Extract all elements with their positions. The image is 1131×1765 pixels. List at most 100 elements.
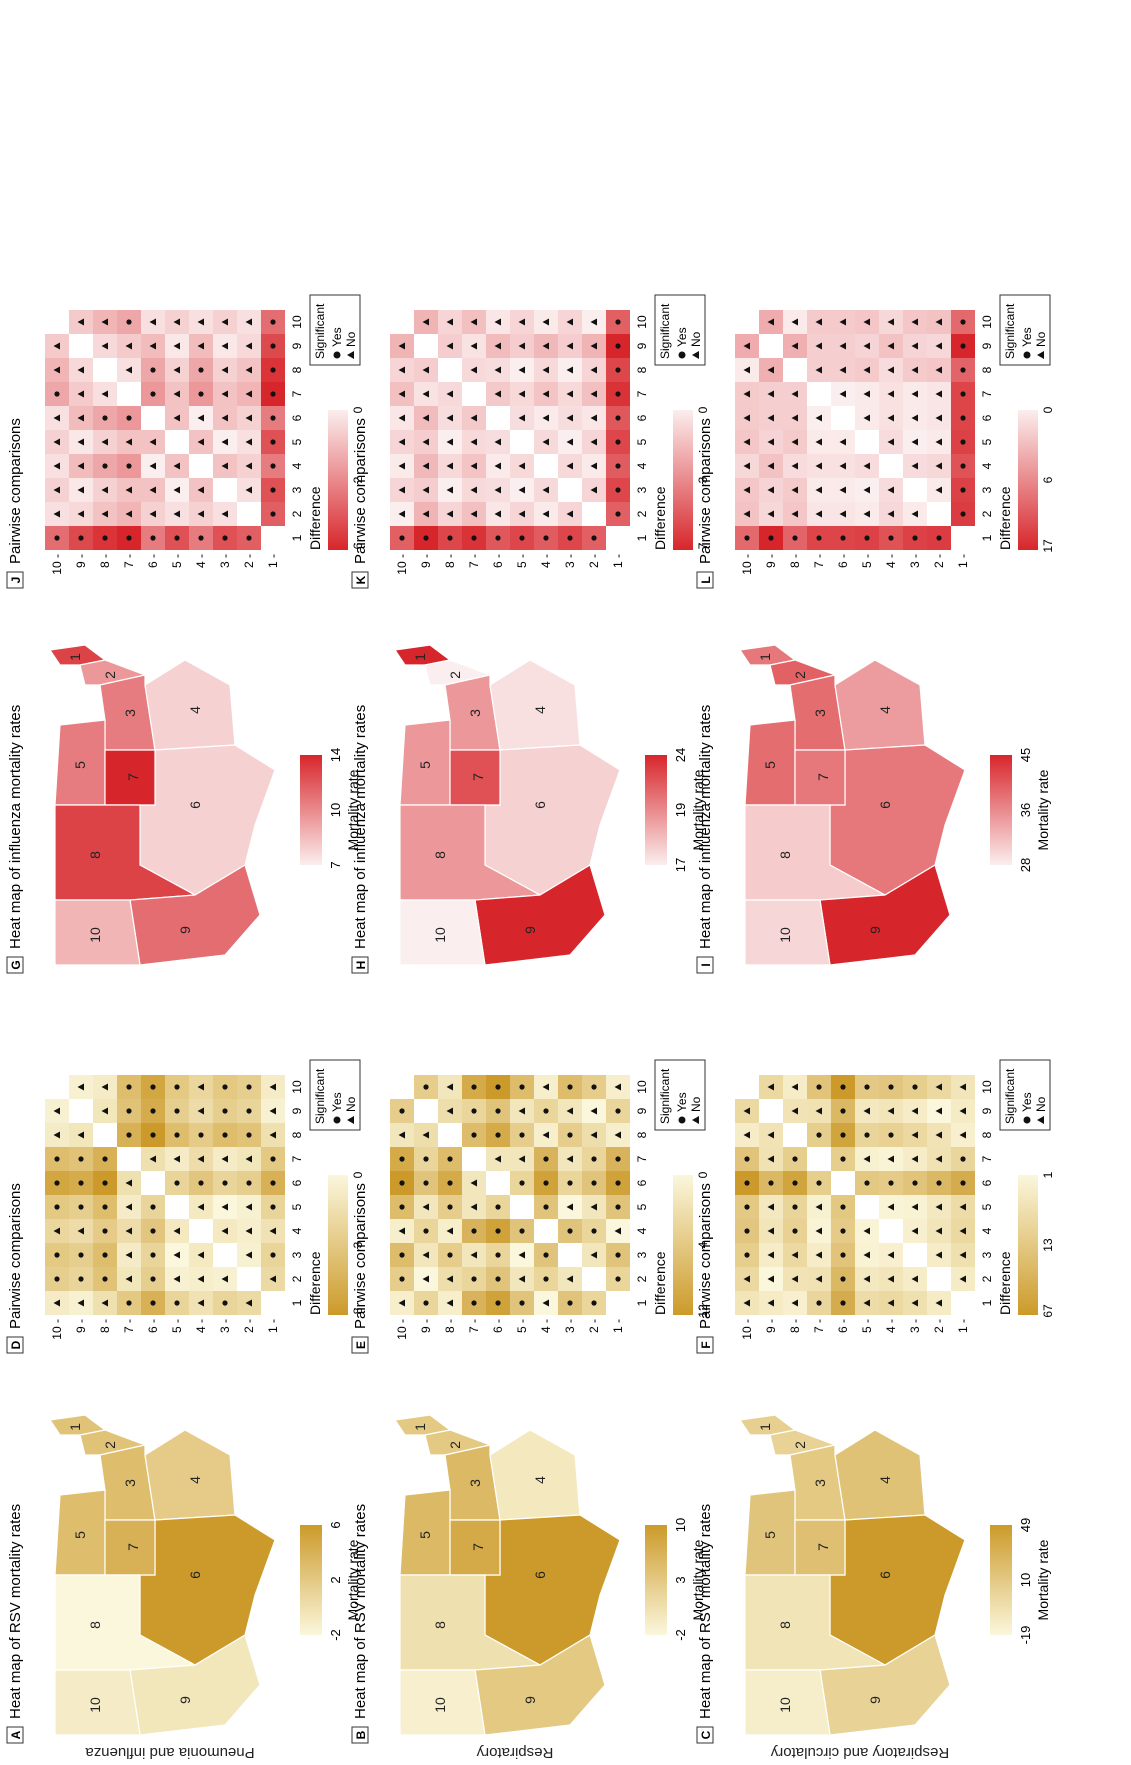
significant-yes-marker [960, 463, 966, 469]
significant-no-marker [911, 1155, 918, 1163]
panel-title: Heat map of influenza mortality rates [352, 705, 369, 949]
x-tick-label: 9 [290, 1107, 304, 1114]
significant-no-marker [245, 462, 252, 470]
x-tick-label: 3 [635, 1251, 649, 1258]
significant-no-marker [839, 390, 846, 398]
significant-no-marker [815, 318, 822, 326]
y-tick-label: 9 - [74, 554, 88, 568]
legend-tick: 3 [696, 476, 710, 483]
significant-no-marker [767, 486, 774, 494]
significant-no-marker [197, 1155, 204, 1163]
legend-tick: 0 [696, 1171, 710, 1178]
significant-yes-marker [126, 1084, 132, 1090]
significant-no-marker [446, 318, 453, 326]
panel-title: Pairwise comparisons [697, 1183, 714, 1329]
significant-yes-marker [615, 1108, 621, 1114]
significant-no-marker [959, 1203, 966, 1211]
significant-yes-marker [615, 1276, 621, 1282]
significant-yes-marker [198, 391, 204, 397]
map-region-label: 8 [777, 851, 793, 859]
significant-no-marker [101, 390, 108, 398]
significant-yes-marker [615, 487, 621, 493]
significant-no-marker [959, 1083, 966, 1091]
significant-no-marker [77, 462, 84, 470]
significant-yes-marker [519, 1084, 525, 1090]
significant-yes-marker [960, 439, 966, 445]
map-region-label: 8 [87, 851, 103, 859]
significant-no-marker [767, 366, 774, 374]
significant-no-marker [77, 390, 84, 398]
significant-no-marker [53, 462, 60, 470]
significant-yes-marker [519, 1132, 525, 1138]
legend-significant-title: Significant [658, 303, 672, 359]
x-tick-label: 7 [980, 390, 994, 397]
significant-yes-marker [615, 439, 621, 445]
significant-no-marker [53, 438, 60, 446]
significant-yes-marker [270, 391, 276, 397]
map-region-1 [48, 1414, 107, 1436]
significant-no-marker [518, 390, 525, 398]
significant-yes-marker [495, 1204, 501, 1210]
legend-yes-label: Yes [330, 1092, 344, 1112]
map-region-label: 8 [432, 1621, 448, 1629]
significant-no-marker [53, 414, 60, 422]
panel-title: Pairwise comparisons [7, 418, 24, 564]
significant-no-marker [221, 318, 228, 326]
significant-yes-marker [447, 535, 453, 541]
significant-no-marker [101, 1083, 108, 1091]
map-region-6 [139, 1514, 276, 1666]
map-region-label: 2 [792, 1441, 808, 1449]
legend-yes-label: Yes [1020, 1092, 1034, 1112]
significant-no-marker [221, 1155, 228, 1163]
x-tick-label: 10 [635, 1080, 649, 1094]
significant-no-marker [614, 1083, 621, 1091]
significant-yes-marker [246, 1132, 252, 1138]
legend-tick: 10 [328, 803, 343, 817]
legend-tick: 10 [673, 1518, 688, 1532]
significant-yes-marker [471, 1300, 477, 1306]
legend-triangle-icon [347, 1116, 354, 1124]
legend-tick: 36 [1018, 803, 1033, 817]
significant-yes-marker [399, 535, 405, 541]
y-tick-label: 4 - [884, 1319, 898, 1333]
significant-yes-marker [912, 1180, 918, 1186]
significant-yes-marker [270, 463, 276, 469]
legend-tick: 0 [1041, 406, 1055, 413]
map-region-1 [393, 644, 452, 666]
x-tick-label: 5 [635, 1203, 649, 1210]
legend-tick: 2 [351, 476, 365, 483]
legend-triangle-icon [1037, 351, 1044, 359]
panel-letter: J [9, 577, 23, 584]
significant-yes-marker [816, 1300, 822, 1306]
significant-no-marker [470, 342, 477, 350]
map-region-2 [769, 1429, 838, 1456]
significant-yes-marker [840, 1276, 846, 1282]
heatmap-grid [390, 310, 630, 550]
significant-yes-marker [567, 1180, 573, 1186]
significant-no-marker [269, 1227, 276, 1235]
legend-significant-title: Significant [1003, 1068, 1017, 1124]
significant-yes-marker [519, 535, 525, 541]
significant-no-marker [839, 318, 846, 326]
significant-yes-marker [150, 1228, 156, 1234]
y-tick-label: 4 - [884, 554, 898, 568]
significant-no-marker [101, 318, 108, 326]
map: 1 2 3 4 5 6 7 8 9 10 [393, 644, 621, 966]
panel-letter: B [354, 1730, 368, 1739]
significant-no-marker [221, 342, 228, 350]
significant-no-marker [887, 1107, 894, 1115]
significant-yes-marker [744, 1228, 750, 1234]
significant-no-marker [245, 318, 252, 326]
significant-no-marker [269, 1131, 276, 1139]
significant-no-marker [470, 1203, 477, 1211]
significant-no-marker [77, 414, 84, 422]
significant-no-marker [221, 510, 228, 518]
panel-A: A Heat map of RSV mortality rates 1 2 3 4 5 6 7 8… [6, 1414, 361, 1744]
significant-yes-marker [960, 319, 966, 325]
significant-no-marker [887, 510, 894, 518]
significant-no-marker [173, 414, 180, 422]
significant-no-marker [398, 414, 405, 422]
legend-title: Mortality rate [345, 769, 361, 850]
significant-no-marker [221, 414, 228, 422]
